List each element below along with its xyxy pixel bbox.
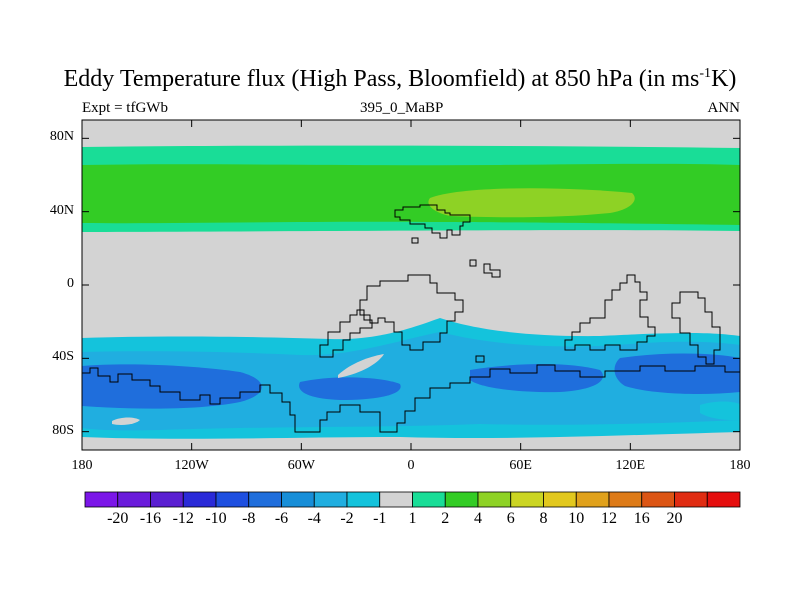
coastline-australia: [564, 274, 656, 351]
colorbar-label: 2: [441, 510, 450, 527]
coastline-south-america: [319, 309, 373, 358]
colorbar-label: -1: [373, 510, 387, 527]
colorbar-swatch: [117, 491, 151, 508]
colorbar-label: 16: [633, 510, 650, 527]
x-tick-label: 60E: [509, 458, 532, 473]
y-tick-label: 80S: [52, 422, 74, 438]
colorbar-swatch: [477, 491, 512, 508]
colorbar-label: 8: [539, 510, 548, 527]
sh-band-core: [82, 332, 740, 431]
colorbar-swatch: [182, 491, 217, 508]
y-tick-label: 40S: [52, 349, 74, 365]
colorbar-label: 10: [568, 510, 585, 527]
colorbar-label: -12: [172, 510, 194, 527]
coastline-asia-fragment: [483, 263, 501, 278]
colorbar-label: -16: [139, 510, 162, 527]
sh-patch-bright: [700, 401, 740, 421]
colorbar-swatch: [444, 491, 479, 508]
coastline-pacific-island: [671, 291, 721, 365]
figure-title: Eddy Temperature flux (High Pass, Bloomf…: [63, 66, 737, 92]
map-field: [82, 120, 740, 450]
coastline-island-1: [411, 237, 419, 244]
colorbar: [84, 491, 741, 508]
coastline-europe: [394, 204, 471, 239]
colorbar-swatch: [281, 491, 315, 508]
colorbar-label: -8: [242, 510, 256, 527]
colorbar-swatch: [313, 491, 348, 508]
y-tick-marks: [82, 137, 740, 433]
colorbar-label: 4: [474, 510, 482, 527]
period-label: 395_0_MaBP: [360, 100, 444, 116]
sh-core-pacific: [82, 364, 262, 409]
nh-band-core: [82, 163, 740, 225]
sh-core-atlantic: [299, 377, 401, 400]
colorbar-label: 12: [601, 510, 617, 527]
sh-light-patch-2: [112, 417, 140, 425]
colorbar-swatch: [379, 491, 413, 508]
x-tick-label: 180: [729, 458, 751, 473]
y-tick-label: 40N: [49, 202, 74, 218]
coastline-africa: [359, 274, 464, 351]
colorbar-swatch: [641, 491, 675, 508]
map-frame: [81, 119, 741, 451]
x-tick-marks: [81, 120, 741, 450]
y-tick-label: 0: [67, 276, 74, 291]
colorbar-label: 20: [666, 510, 683, 527]
x-tick-label: 120W: [174, 458, 209, 473]
colorbar-swatch: [608, 491, 643, 508]
colorbar-swatch: [674, 491, 708, 508]
x-tick-label: 60W: [287, 458, 315, 473]
experiment-label: Expt = tfGWb: [82, 100, 168, 116]
colorbar-swatch: [706, 491, 741, 508]
colorbar-label: 6: [506, 510, 515, 527]
colorbar-swatch: [575, 491, 610, 508]
coastlines: [82, 204, 740, 433]
sh-light-patch-1: [338, 354, 384, 378]
colorbar-label: -4: [307, 510, 321, 527]
colorbar-swatch: [215, 491, 250, 508]
colorbar-label: -6: [274, 510, 289, 527]
season-label: ANN: [707, 100, 741, 116]
coastline-small-island: [475, 355, 485, 363]
colorbar-label: -2: [340, 510, 354, 527]
x-tick-label: 180: [71, 458, 93, 473]
colorbar-swatch: [248, 491, 282, 508]
colorbar-label: -20: [107, 510, 129, 527]
x-tick-label: 120E: [615, 458, 646, 473]
colorbar-label: -10: [205, 510, 227, 527]
sh-core-australia: [614, 353, 740, 394]
colorbar-label: 1: [408, 510, 417, 527]
x-tick-label: 0: [407, 458, 415, 473]
colorbar-swatch: [346, 491, 381, 508]
coastline-island-2: [469, 259, 477, 267]
colorbar-swatch: [150, 491, 184, 508]
colorbar-swatch: [543, 491, 577, 508]
y-tick-label: 80N: [49, 129, 74, 145]
nh-asian-maximum: [428, 188, 635, 218]
coastline-antarctica: [82, 364, 740, 433]
colorbar-swatch: [412, 491, 446, 508]
colorbar-swatch: [84, 491, 119, 508]
colorbar-swatch: [510, 491, 544, 508]
